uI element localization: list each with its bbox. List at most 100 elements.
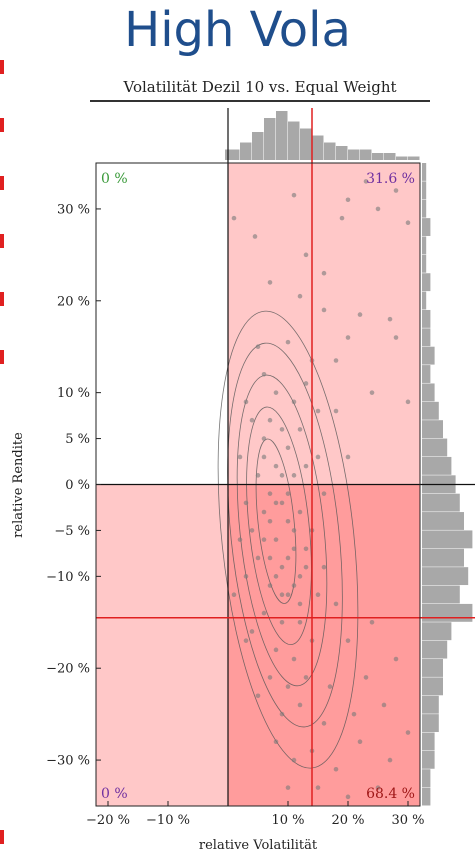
histogram-bar	[422, 732, 435, 751]
histogram-bar	[422, 218, 431, 236]
data-point	[249, 417, 255, 423]
x-tick-label: 30 %	[391, 813, 424, 828]
density-contour	[255, 438, 297, 604]
data-point	[321, 491, 327, 496]
histogram-bar	[252, 132, 264, 160]
histogram-bar	[408, 156, 420, 160]
data-point	[363, 675, 369, 680]
histogram-bar	[422, 677, 443, 696]
data-point	[297, 574, 303, 579]
page-title: High Vola	[124, 2, 351, 58]
data-point	[255, 693, 261, 699]
y-tick-label: −10 %	[46, 570, 90, 585]
histogram-bar	[300, 128, 312, 160]
histogram-bar	[422, 199, 427, 218]
quadrant-label-bottom-right: 68.4 %	[366, 786, 415, 802]
data-point	[297, 293, 303, 299]
data-point	[321, 721, 327, 726]
data-point	[387, 316, 393, 322]
data-point	[267, 675, 273, 680]
quadrant-label-top-right: 31.6 %	[366, 171, 415, 187]
data-point	[243, 638, 249, 643]
data-point	[273, 739, 279, 744]
data-point	[369, 619, 375, 625]
data-point	[243, 574, 249, 579]
data-point	[279, 473, 285, 478]
histogram-bar	[422, 401, 439, 420]
histogram-bar	[422, 291, 427, 310]
data-point	[333, 766, 339, 772]
data-point	[279, 564, 285, 570]
histogram-bar	[422, 438, 448, 457]
data-point	[243, 500, 249, 506]
data-point	[231, 592, 237, 598]
data-point	[345, 638, 351, 643]
data-point	[351, 711, 357, 717]
data-point	[279, 500, 285, 506]
data-point	[237, 454, 243, 460]
histogram-bar	[422, 548, 464, 567]
data-point	[321, 564, 327, 570]
data-point	[369, 390, 375, 395]
data-point	[327, 684, 333, 689]
data-point	[405, 730, 411, 735]
data-point	[273, 463, 279, 469]
y-tick-label: 20 %	[57, 294, 90, 309]
data-point	[249, 629, 255, 634]
data-point	[273, 500, 279, 506]
y-tick-label: 30 %	[57, 202, 90, 217]
axes: 30 % 20 % 10 % 5 % 0 % −5 % −10 % −20 % −30 % −20…	[46, 162, 425, 828]
data-point	[285, 592, 291, 598]
shade-bottom-left	[96, 484, 228, 806]
x-axis-label: relative Volatilität	[199, 838, 318, 853]
data-point	[333, 601, 339, 607]
edge-mark	[0, 830, 4, 844]
data-point	[267, 583, 273, 588]
data-point	[363, 179, 369, 184]
quadrant-labels: 0 % 31.6 % 0 % 68.4 %	[101, 171, 415, 802]
histogram-bar	[422, 787, 431, 806]
data-point	[315, 592, 321, 598]
histogram-bar	[422, 659, 443, 677]
data-point	[273, 647, 279, 653]
histogram-bar	[422, 530, 473, 549]
data-point	[393, 656, 399, 662]
histogram-bar	[422, 181, 427, 200]
quadrant-label-bottom-left: 0 %	[101, 786, 128, 802]
quadrant-label-top-left: 0 %	[101, 171, 128, 187]
data-point	[261, 371, 267, 377]
data-point	[303, 463, 309, 469]
edge-mark	[0, 292, 4, 306]
x-tick-label: −20 %	[86, 813, 130, 828]
data-point	[333, 408, 339, 414]
histogram-bar	[422, 750, 435, 769]
y-tick-label: −30 %	[46, 754, 90, 769]
histogram-bar	[422, 640, 448, 659]
data-point	[381, 702, 387, 708]
histogram-bar	[422, 365, 431, 383]
data-point	[285, 491, 291, 496]
density-contour	[227, 342, 343, 728]
data-point	[261, 509, 267, 515]
x-tick-label: 10 %	[271, 813, 304, 828]
data-point	[315, 454, 321, 460]
histogram-bar	[422, 163, 427, 181]
data-point	[273, 390, 279, 395]
histogram-bar	[422, 493, 460, 512]
histogram-bar	[422, 769, 431, 788]
data-point	[279, 427, 285, 432]
histogram-bar	[396, 156, 408, 160]
data-point	[375, 206, 381, 212]
y-tick-label: 0 %	[65, 478, 90, 493]
data-point	[345, 197, 351, 203]
reference-lines	[96, 108, 475, 806]
data-point	[345, 454, 351, 460]
shade-bottom-right	[228, 484, 420, 806]
data-point	[291, 546, 297, 552]
data-point	[339, 215, 345, 221]
data-point	[321, 307, 327, 313]
data-point	[297, 702, 303, 708]
y-tick-label: −5 %	[54, 524, 90, 539]
data-point	[291, 757, 297, 763]
density-contour	[246, 406, 312, 646]
